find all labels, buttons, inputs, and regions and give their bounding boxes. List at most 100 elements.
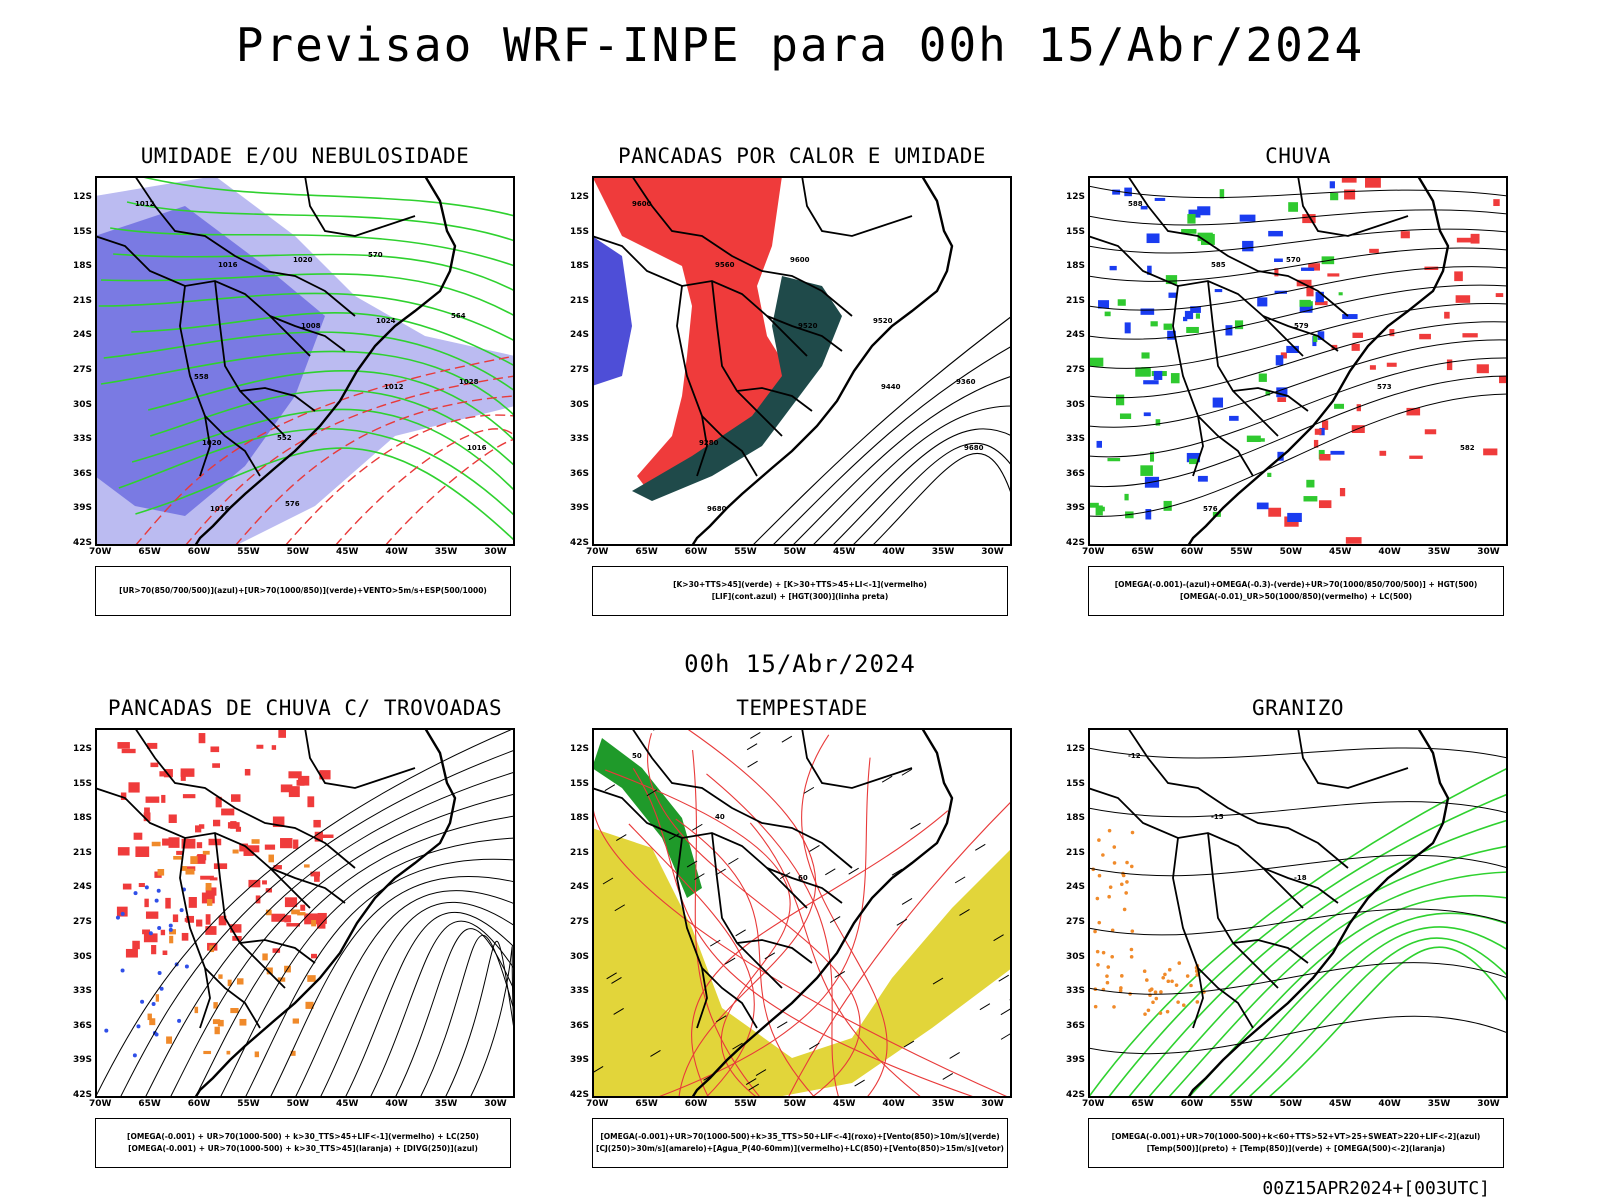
lon-label: 70W [1082, 547, 1105, 557]
contour-label: 576 [1203, 505, 1218, 513]
lat-label: 18S [1066, 813, 1086, 824]
lon-label: 45W [1329, 547, 1352, 557]
contour-label: 570 [368, 251, 383, 259]
contour-label: 9560 [715, 261, 735, 269]
lat-label: 39S [1066, 1055, 1086, 1066]
lat-label: 18S [570, 813, 590, 824]
lon-label: 30W [1477, 547, 1500, 557]
legend-line: [OMEGA(-0.001)-(azul)+OMEGA(-0.3)-(verde… [1114, 580, 1478, 589]
map-chuva: 588 585 579 573 582 576 570 [1088, 176, 1508, 546]
lon-label: 40W [385, 547, 408, 557]
lat-label: 12S [1066, 744, 1086, 754]
legend-umidade: [UR>70(850/700/500)](azul)+[UR>70(1000/8… [95, 566, 511, 616]
contour-label: 9360 [956, 378, 976, 386]
contour-label: 570 [1286, 256, 1301, 264]
lon-label: 60W [1180, 1099, 1204, 1109]
lat-label: 24S [1066, 330, 1086, 341]
lon-label: 65W [1131, 1099, 1154, 1109]
legend-line: [OMEGA(-0.01)_UR>50(1000/850)(vermelho) … [1179, 592, 1413, 601]
lat-label: 39S [73, 503, 93, 514]
lat-label: 18S [1066, 261, 1086, 272]
lon-label: 30W [484, 1099, 507, 1109]
lon-label: 65W [635, 547, 658, 557]
contour-label: 9600 [790, 256, 810, 264]
legend-line: [OMEGA(-0.001) + UR>70(1000-500) + k>30_… [127, 1132, 479, 1141]
contour-label: 9520 [873, 317, 893, 325]
lon-label: 55W [1230, 547, 1253, 557]
lat-label: 36S [1066, 1020, 1086, 1031]
lon-label: 70W [586, 1099, 609, 1109]
map-tempestade: 50 40 60 [592, 728, 1012, 1098]
lon-label: 40W [1378, 1099, 1401, 1109]
legend-line: [CJ(250)>30m/s](amarelo)+[Agua_P(40-60mm… [596, 1144, 1004, 1153]
lat-label: 30S [570, 399, 590, 410]
contour-label: 9440 [881, 383, 901, 391]
lat-label: 21S [570, 847, 590, 858]
lat-label: 27S [570, 917, 590, 927]
lon-label: 60W [684, 547, 708, 557]
subtitle-date: 00h 15/Abr/2024 [684, 650, 916, 678]
contour-label: 576 [285, 500, 300, 508]
legend-pancadas-calor: [K>30+TTS>45](verde) + [K>30+TTS>45+LI<-… [592, 566, 1008, 616]
lat-label: 21S [570, 295, 590, 306]
lon-label: 50W [286, 547, 310, 557]
lon-label: 40W [385, 1099, 408, 1109]
contour-label: 1028 [459, 378, 479, 386]
map-canvas: -12 -15 -18 [1088, 728, 1508, 1098]
panel-title: TEMPESTADE [736, 696, 868, 720]
lat-label: 33S [1066, 434, 1086, 445]
lat-label: 27S [1066, 365, 1086, 375]
contour-label: 1016 [218, 261, 238, 269]
lon-label: 30W [484, 547, 507, 557]
lat-label: 24S [570, 882, 590, 893]
contour-label: 573 [1377, 383, 1392, 391]
contour-label: 9600 [632, 200, 652, 208]
legend-line: [OMEGA(-0.001)+UR>70(1000-500)+k<60+TTS>… [1111, 1132, 1481, 1141]
lon-label: 55W [734, 547, 757, 557]
lat-label: 21S [1066, 295, 1086, 306]
lon-label: 50W [783, 547, 807, 557]
lat-label: 18S [73, 261, 93, 272]
lat-label: 30S [1066, 951, 1086, 962]
contour-label: 9280 [699, 439, 719, 447]
lon-label: 35W [1427, 547, 1451, 557]
lat-label: 42S [1066, 538, 1086, 548]
legend-line: [UR>70(850/700/500)](azul)+[UR>70(1000/8… [119, 586, 487, 595]
contour-label: -12 [1128, 752, 1141, 760]
lon-label: 30W [1477, 1099, 1500, 1109]
contour-label: 9680 [964, 444, 984, 452]
lon-label: 55W [1230, 1099, 1253, 1109]
lat-label: 24S [73, 330, 93, 341]
panel-title: UMIDADE E/OU NEBULOSIDADE [140, 144, 470, 168]
contour-label: 564 [451, 312, 466, 320]
map-trovoadas [95, 728, 515, 1098]
contour-label: 1020 [293, 256, 313, 264]
lat-label: 27S [570, 365, 590, 375]
map-canvas: 9600 9560 9520 9440 9680 9680 9600 9520 9360 9280 [592, 176, 1012, 546]
lat-label: 42S [570, 538, 590, 548]
lat-label: 30S [1066, 399, 1086, 410]
lon-label: 70W [586, 547, 609, 557]
legend-tempestade: [OMEGA(-0.001)+UR>70(1000-500)+k>35_TTS>… [592, 1118, 1008, 1168]
lat-label: 21S [1066, 847, 1086, 858]
lon-label: 65W [635, 1099, 658, 1109]
contour-label: -18 [1294, 874, 1307, 882]
main-title: Previsao WRF-INPE para 00h 15/Abr/2024 [235, 18, 1365, 72]
lat-label: 15S [73, 778, 93, 789]
lat-label: 15S [1066, 226, 1086, 237]
lon-label: 65W [1131, 547, 1154, 557]
lon-label: 70W [89, 1099, 112, 1109]
contour-label: 558 [194, 373, 209, 381]
lat-label: 39S [1066, 503, 1086, 514]
lon-label: 35W [931, 1099, 955, 1109]
lon-label: 55W [237, 1099, 260, 1109]
contour-label: 1024 [376, 317, 396, 325]
lon-label: 35W [931, 547, 955, 557]
contour-label: 1012 [384, 383, 404, 391]
lon-label: 50W [286, 1099, 310, 1109]
lon-label: 40W [882, 1099, 905, 1109]
map-umidade: 1012 1016 1008 1012 1016 1016 1020 1024 1028 1020… [95, 176, 515, 546]
lat-label: 33S [570, 434, 590, 445]
lat-label: 21S [73, 295, 93, 306]
lat-label: 18S [570, 261, 590, 272]
